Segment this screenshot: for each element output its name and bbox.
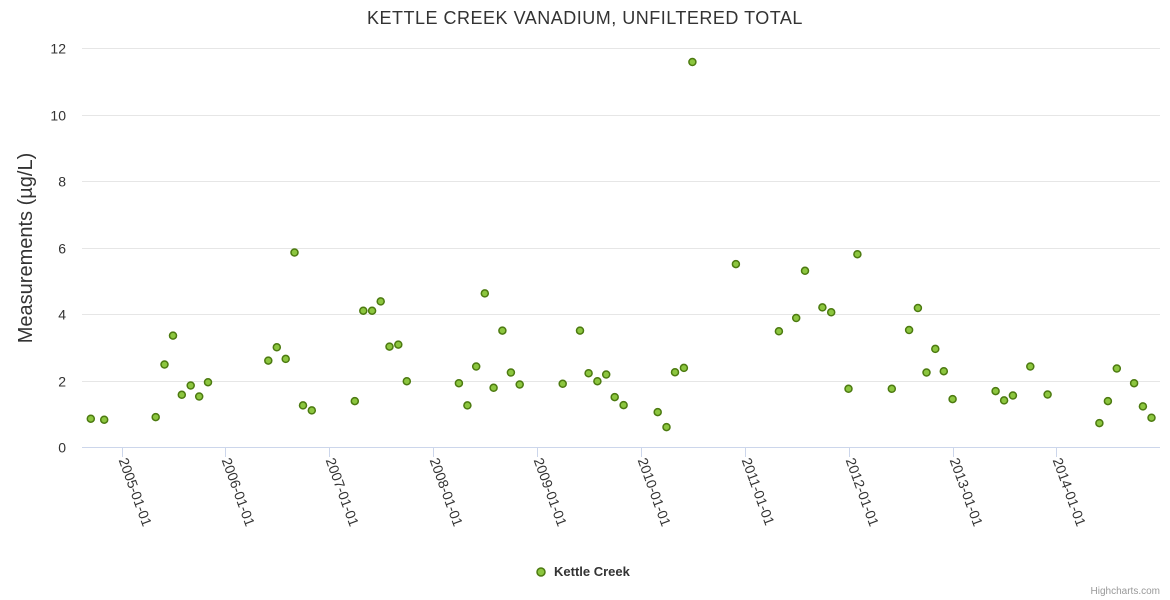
y-tick-label: 2 [58, 374, 66, 390]
data-point[interactable] [272, 343, 282, 352]
data-point[interactable] [688, 57, 697, 67]
data-point[interactable] [1138, 402, 1148, 411]
data-point[interactable] [1129, 378, 1139, 388]
data-point[interactable] [679, 363, 689, 373]
data-point[interactable] [489, 383, 498, 393]
data-point[interactable] [281, 354, 290, 364]
data-point[interactable] [853, 249, 862, 259]
legend-label[interactable]: Kettle Creek [554, 564, 631, 579]
data-point[interactable] [471, 362, 481, 371]
x-tick-label: 2009-01-01 [531, 456, 571, 529]
data-point[interactable] [203, 377, 213, 387]
x-axis: 2005-01-01 2006-01-01 2007-01-01 2008-01-01… [116, 447, 1090, 529]
data-point[interactable] [177, 390, 187, 400]
y-tick-label: 12 [50, 41, 66, 57]
data-point[interactable] [168, 331, 178, 340]
y-tick-label: 10 [50, 108, 66, 124]
chart-title: KETTLE CREEK VANADIUM, UNFILTERED TOTAL [367, 8, 803, 28]
legend-marker [536, 567, 546, 577]
data-point[interactable] [818, 303, 827, 312]
data-point[interactable] [575, 326, 585, 335]
data-point[interactable] [151, 412, 160, 422]
x-tick-label: 2014-01-01 [1050, 456, 1090, 529]
data-point[interactable] [593, 376, 602, 386]
data-point[interactable] [991, 386, 1000, 396]
data-point[interactable] [922, 368, 931, 377]
data-point[interactable] [506, 368, 516, 377]
data-point[interactable] [1147, 413, 1156, 422]
data-point[interactable] [264, 356, 273, 365]
data-point[interactable] [367, 306, 377, 315]
data-point[interactable] [601, 370, 611, 379]
y-tick-label: 4 [58, 307, 66, 323]
data-point[interactable] [931, 344, 940, 354]
data-point[interactable] [86, 414, 96, 423]
data-point[interactable] [350, 396, 360, 406]
x-tick-label: 2005-01-01 [116, 456, 156, 529]
data-point[interactable] [376, 297, 385, 306]
x-tick-label: 2012-01-01 [843, 456, 883, 529]
x-tick-label: 2013-01-01 [947, 456, 987, 529]
data-point[interactable] [290, 248, 299, 257]
data-point[interactable] [610, 392, 619, 402]
data-point[interactable] [904, 325, 914, 335]
data-point[interactable] [160, 360, 169, 369]
data-point[interactable] [1112, 364, 1122, 373]
y-axis-label: Measurements (µg/L) [15, 153, 37, 343]
data-point[interactable] [948, 394, 957, 404]
data-point[interactable] [515, 380, 524, 389]
data-point[interactable] [999, 396, 1009, 405]
data-point[interactable] [800, 266, 810, 276]
y-tick-label: 0 [58, 440, 66, 456]
data-point[interactable] [186, 381, 195, 390]
data-points [86, 57, 1156, 432]
data-point[interactable] [791, 313, 801, 323]
data-point[interactable] [1026, 362, 1035, 371]
data-point[interactable] [480, 289, 490, 298]
data-point[interactable] [731, 259, 741, 269]
x-tick-label: 2006-01-01 [219, 456, 259, 529]
data-point[interactable] [774, 327, 784, 336]
data-point[interactable] [298, 401, 308, 410]
data-point[interactable] [1043, 390, 1052, 399]
data-point[interactable] [454, 378, 464, 388]
data-point[interactable] [498, 326, 507, 335]
x-tick-label: 2007-01-01 [323, 456, 363, 529]
data-point[interactable] [402, 376, 412, 386]
data-point[interactable] [913, 303, 923, 313]
data-point[interactable] [99, 415, 109, 424]
x-tick-label: 2010-01-01 [635, 456, 675, 529]
data-point[interactable] [194, 392, 204, 401]
data-point[interactable] [939, 366, 949, 376]
data-point[interactable] [826, 308, 836, 317]
data-point[interactable] [394, 340, 403, 349]
grid-lines [82, 48, 1160, 448]
y-tick-label: 6 [58, 241, 66, 257]
y-axis-ticks: 0 2 4 6 8 10 12 [50, 41, 66, 456]
data-point[interactable] [307, 406, 317, 415]
x-tick-label: 2008-01-01 [427, 456, 467, 529]
data-point[interactable] [662, 422, 671, 432]
credits-link[interactable]: Highcharts.com [1091, 586, 1160, 597]
data-point[interactable] [887, 384, 897, 394]
data-point[interactable] [653, 407, 662, 417]
data-point[interactable] [1103, 396, 1113, 406]
data-point[interactable] [385, 342, 394, 351]
data-point[interactable] [619, 400, 628, 410]
data-point[interactable] [1008, 391, 1018, 400]
data-point[interactable] [844, 384, 853, 394]
data-point[interactable] [584, 368, 593, 378]
data-point[interactable] [463, 401, 472, 410]
legend[interactable]: Kettle Creek [536, 564, 631, 579]
y-tick-label: 8 [58, 174, 66, 190]
data-point[interactable] [1095, 418, 1104, 428]
data-point[interactable] [558, 379, 567, 389]
x-tick-label: 2011-01-01 [739, 456, 778, 528]
data-point[interactable] [359, 306, 368, 315]
data-point[interactable] [670, 367, 680, 377]
